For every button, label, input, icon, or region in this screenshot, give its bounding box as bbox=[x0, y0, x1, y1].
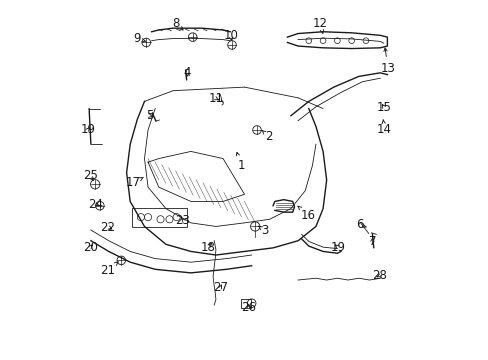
Text: 22: 22 bbox=[101, 221, 115, 234]
Text: 24: 24 bbox=[87, 198, 102, 211]
Text: 19: 19 bbox=[330, 240, 345, 254]
Text: 16: 16 bbox=[297, 206, 315, 221]
Text: 25: 25 bbox=[82, 169, 98, 182]
Text: 4: 4 bbox=[183, 66, 191, 79]
Text: 28: 28 bbox=[371, 269, 386, 282]
Text: 23: 23 bbox=[175, 213, 190, 226]
Text: 2: 2 bbox=[262, 130, 272, 143]
Text: 6: 6 bbox=[355, 218, 366, 231]
Text: 26: 26 bbox=[241, 301, 256, 314]
Text: 1: 1 bbox=[236, 152, 244, 172]
Text: 17: 17 bbox=[125, 176, 143, 189]
Text: 20: 20 bbox=[82, 240, 98, 254]
Text: 11: 11 bbox=[208, 92, 223, 105]
Text: 9: 9 bbox=[133, 32, 145, 45]
Text: 15: 15 bbox=[376, 102, 391, 114]
Text: 8: 8 bbox=[172, 17, 183, 30]
Text: 12: 12 bbox=[312, 17, 327, 33]
Text: 14: 14 bbox=[376, 120, 391, 136]
Text: 3: 3 bbox=[258, 224, 268, 237]
Text: 13: 13 bbox=[380, 48, 395, 75]
Text: 18: 18 bbox=[200, 240, 215, 254]
Text: 10: 10 bbox=[223, 29, 238, 42]
Text: 7: 7 bbox=[368, 235, 375, 248]
Text: 27: 27 bbox=[212, 282, 227, 294]
Text: 21: 21 bbox=[101, 262, 118, 276]
Text: 5: 5 bbox=[145, 109, 153, 122]
Text: 19: 19 bbox=[81, 123, 95, 136]
